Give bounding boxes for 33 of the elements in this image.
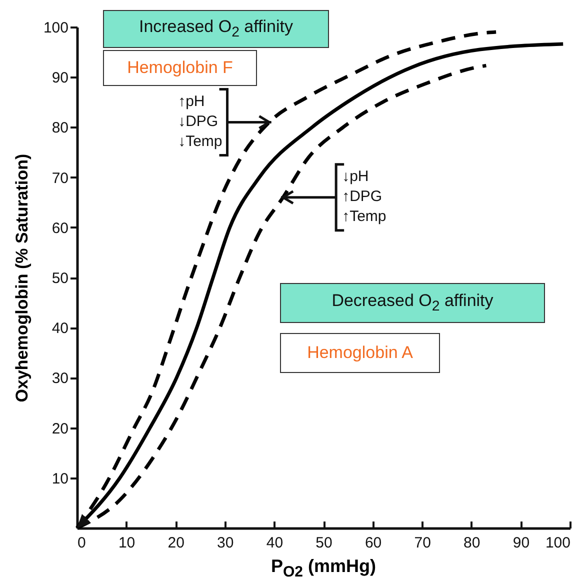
annotation: Hemoglobin A [307, 343, 413, 363]
x-tick-label: 80 [464, 534, 480, 552]
x-tick-label: 30 [217, 534, 234, 552]
x-tick-label: 90 [512, 534, 530, 552]
y-tick-label: 70 [52, 170, 68, 187]
annotation: ↓pH ↑DPG ↑Temp [342, 167, 386, 228]
y-tick-label: 40 [52, 320, 68, 338]
y-axis-title: Oxyhemoglobin (% Saturation) [12, 154, 32, 402]
x-tick-label: 100 [545, 534, 570, 552]
x-tick-label: 50 [316, 534, 332, 552]
x-tick-label: 20 [168, 534, 184, 552]
y-tick-label: 80 [52, 120, 68, 137]
x-tick-label: 0 [78, 534, 86, 552]
y-tick-label: 20 [52, 420, 68, 438]
y-tick-label: 10 [52, 470, 68, 488]
y-tick-label: 50 [52, 270, 68, 287]
annotation: ↑pH ↓DPG ↓Temp [178, 92, 222, 152]
text-box: Decreased O$_{2}$ affinity [280, 283, 545, 323]
text-box: Increased O$_{2}$ affinity [103, 10, 329, 48]
y-tick-label: 30 [52, 370, 68, 388]
y-tick-label: 90 [52, 70, 68, 87]
x-axis-title: P$_{O2}$ (mmHg) [270, 556, 376, 581]
x-tick-label: 60 [364, 534, 382, 552]
y-tick-label: 100 [43, 20, 68, 36]
y-tick-label: 60 [52, 220, 68, 237]
annotation: Decreased O$_{2}$ affinity [332, 291, 494, 315]
text-box: Hemoglobin A [280, 333, 440, 373]
annotation: Increased O$_{2}$ affinity [138, 17, 294, 41]
text-box: Hemoglobin F [103, 50, 257, 86]
x-tick-label: 10 [118, 534, 136, 552]
x-tick-label: 70 [414, 534, 431, 552]
x-tick-label: 40 [266, 534, 284, 552]
annotation: Hemoglobin F [127, 58, 233, 78]
